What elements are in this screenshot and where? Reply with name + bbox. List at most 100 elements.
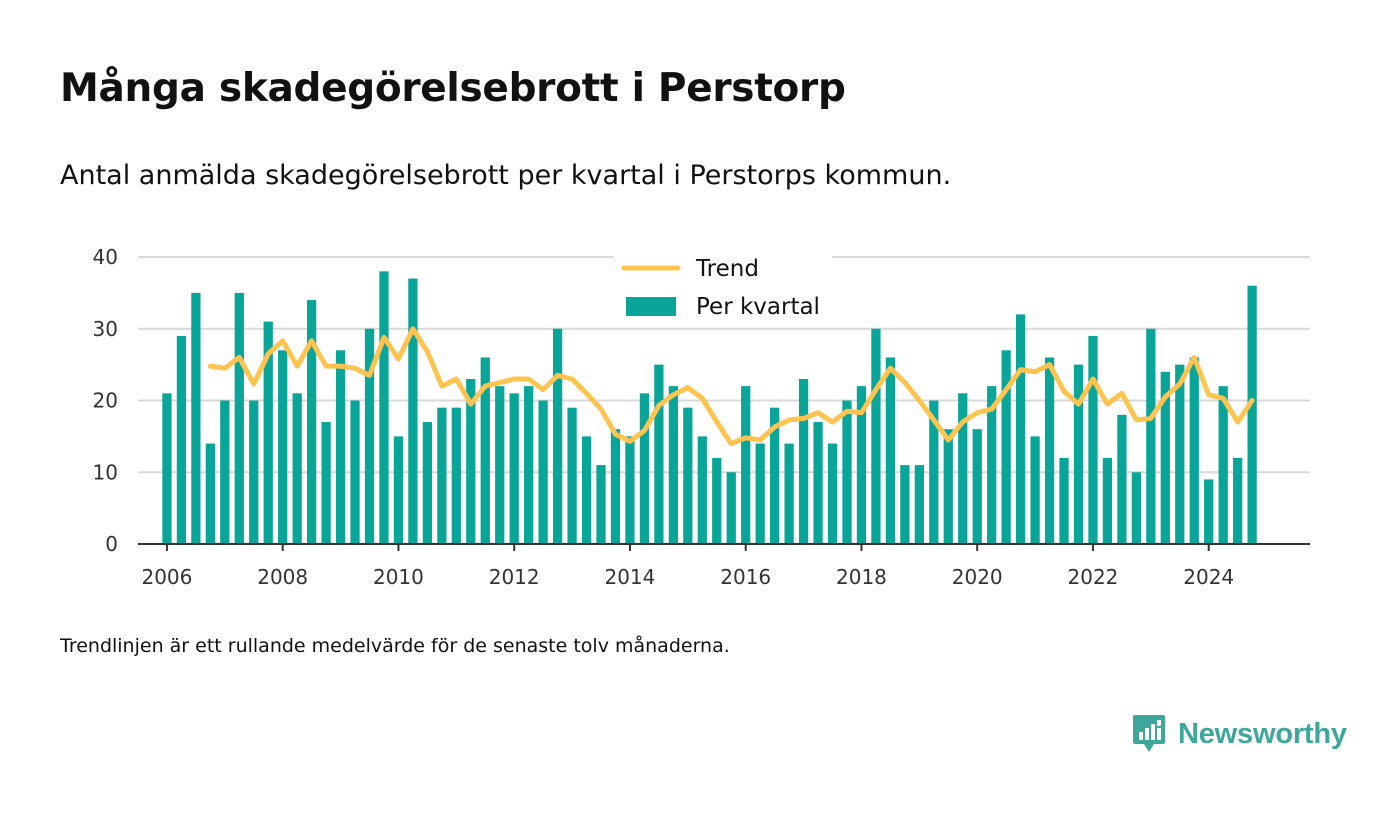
bar [914, 465, 924, 544]
bar [683, 407, 693, 544]
bar [639, 393, 650, 544]
bar [205, 443, 215, 544]
bar [1015, 314, 1026, 544]
bar [176, 335, 187, 544]
bar [1233, 457, 1243, 544]
x-tick-label: 2018 [836, 565, 887, 589]
bar [249, 400, 259, 544]
bar [856, 386, 867, 544]
bar [1175, 364, 1185, 544]
bar [379, 271, 389, 544]
bar [1073, 364, 1084, 544]
bar [1059, 457, 1069, 544]
bar [610, 429, 621, 544]
bar [524, 386, 534, 544]
bar [972, 429, 982, 544]
bar [798, 378, 809, 544]
chart-title: Många skadegörelsebrott i Perstorp [60, 66, 846, 111]
bar [770, 407, 780, 544]
bar [596, 465, 606, 544]
brand-name: Newsworthy [1178, 717, 1347, 750]
bar-series [162, 271, 1257, 544]
bar [350, 400, 360, 544]
bar [668, 386, 678, 544]
bar [162, 393, 172, 544]
bar [813, 422, 823, 544]
legend-trend-label: Trend [695, 256, 759, 282]
footnote: Trendlinjen är ett rullande medelvärde f… [60, 635, 730, 657]
bar [292, 393, 302, 544]
bar [625, 436, 635, 544]
bar [987, 386, 997, 544]
bar [567, 407, 577, 544]
x-tick-label: 2022 [1068, 565, 1119, 589]
x-axis-ticks: 2006 2008 2010 2012 2014 2016 2018 2020 2022 2024 [141, 544, 1234, 589]
y-tick-label: 20 [93, 389, 118, 413]
bar [784, 443, 794, 544]
bar [1030, 436, 1040, 544]
bar [755, 443, 765, 544]
bar [364, 328, 375, 544]
x-tick-label: 2012 [489, 565, 540, 589]
bar [538, 400, 548, 544]
legend: Trend Per kvartal [614, 248, 832, 326]
x-tick-label: 2014 [604, 565, 655, 589]
bar [842, 400, 852, 544]
bar [422, 422, 433, 544]
bar [393, 436, 404, 544]
bar [1044, 357, 1055, 544]
bar [654, 364, 664, 544]
x-tick-label: 2016 [720, 565, 771, 589]
x-tick-label: 2024 [1183, 565, 1234, 589]
y-tick-label: 40 [93, 245, 118, 269]
bar [495, 386, 505, 544]
trend-line [207, 326, 1255, 447]
bar [220, 400, 230, 544]
bar [929, 400, 939, 544]
y-axis-ticks: 0 10 20 30 40 [93, 245, 118, 556]
brand-logo[interactable]: Newsworthy [1132, 712, 1347, 756]
trend-series [207, 326, 1255, 447]
y-tick-label: 0 [105, 532, 118, 556]
y-tick-label: 10 [93, 460, 118, 484]
x-tick-label: 2008 [257, 565, 308, 589]
bar [451, 407, 461, 544]
x-tick-label: 2020 [952, 565, 1003, 589]
bar [1131, 472, 1142, 544]
bar [1146, 328, 1156, 544]
bar [1088, 335, 1098, 544]
newsworthy-logo-icon [1133, 715, 1165, 752]
bar [958, 393, 968, 544]
bar [871, 328, 881, 544]
bar [321, 422, 331, 544]
legend-bar-swatch [626, 297, 676, 316]
bar [697, 436, 707, 544]
bar [466, 378, 476, 544]
y-tick-label: 30 [93, 317, 118, 341]
bar [278, 350, 288, 544]
bar [234, 292, 244, 544]
legend-bar-label: Per kvartal [696, 294, 820, 320]
bar [1102, 457, 1113, 544]
bar [712, 457, 722, 544]
bar [408, 278, 418, 544]
bar [191, 292, 201, 544]
x-tick-label: 2010 [373, 565, 424, 589]
chart-subtitle: Antal anmälda skadegörelsebrott per kvar… [60, 160, 952, 191]
bar [900, 465, 910, 544]
bar [1160, 371, 1170, 544]
bar [263, 321, 273, 544]
bar [437, 407, 447, 544]
bar [306, 300, 317, 544]
bar [726, 472, 736, 544]
bar [827, 443, 838, 544]
bar [1189, 357, 1199, 544]
bar [1204, 479, 1214, 544]
bar [552, 328, 563, 544]
bar [943, 429, 953, 544]
bar [509, 393, 519, 544]
bar [741, 386, 751, 544]
bar [885, 357, 896, 544]
bar [1117, 414, 1127, 544]
